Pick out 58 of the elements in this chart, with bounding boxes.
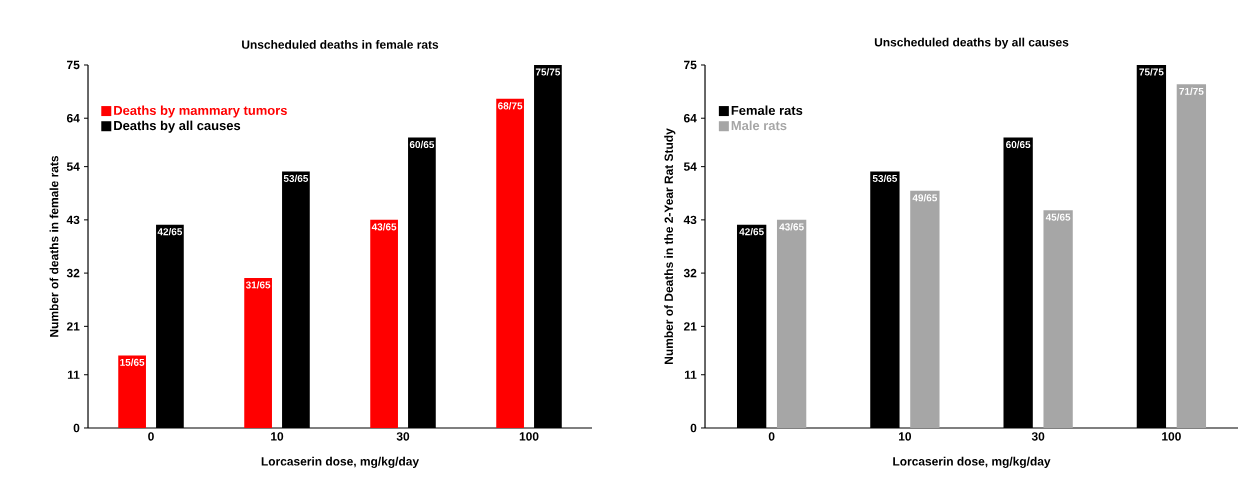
data-label: 60/65 xyxy=(1006,140,1031,149)
data-label: 43/65 xyxy=(779,223,804,231)
y-tick-label: 75 xyxy=(67,60,80,70)
y-tick-label: 32 xyxy=(66,268,80,278)
y-tick-label: 64 xyxy=(66,114,80,123)
data-label: 42/65 xyxy=(739,227,764,236)
y-tick-label: 75 xyxy=(684,60,697,70)
bar xyxy=(776,219,807,428)
data-label: 42/65 xyxy=(157,227,183,236)
bar xyxy=(244,277,272,428)
x-tick-label: 100 xyxy=(1162,432,1181,441)
y-tick-label: 43 xyxy=(66,215,80,225)
y-tick-label: 21 xyxy=(66,322,80,331)
chart-title: Unscheduled deaths by all causes xyxy=(874,37,1069,49)
x-tick-label: 0 xyxy=(148,432,154,441)
y-tick-label: 11 xyxy=(67,370,80,379)
y-axis-title: Number of Deaths in the 2-Year Rat Study xyxy=(664,128,676,364)
bar xyxy=(1176,84,1207,428)
bar xyxy=(1043,210,1073,428)
x-axis-title: Lorcaserin dose, mg/kg/day xyxy=(261,456,419,469)
data-label: 60/65 xyxy=(409,140,435,149)
legend-label: Deaths by all causes xyxy=(114,120,241,133)
data-label: 31/65 xyxy=(245,281,271,289)
x-tick-label: 10 xyxy=(898,432,912,441)
y-tick-label: 43 xyxy=(683,215,697,225)
y-tick-label: 0 xyxy=(690,423,697,433)
x-axis-title: Lorcaserin dose, mg/kg/day xyxy=(893,456,1051,469)
y-tick-label: 54 xyxy=(66,162,80,171)
legend-label: Female rats xyxy=(731,105,803,115)
x-tick-label: 100 xyxy=(519,432,539,441)
data-label: 75/75 xyxy=(535,68,561,76)
legend-label: Deaths by mammary tumors xyxy=(114,105,287,118)
y-tick-label: 64 xyxy=(683,114,697,123)
x-tick-label: 30 xyxy=(396,432,410,441)
y-tick-label: 21 xyxy=(683,322,697,331)
data-label: 75/75 xyxy=(1139,68,1164,76)
y-tick-label: 11 xyxy=(684,370,697,379)
bar xyxy=(118,355,146,428)
y-tick-label: 54 xyxy=(683,162,697,171)
y-tick-label: 32 xyxy=(683,268,697,278)
data-label: 53/65 xyxy=(872,174,898,183)
chart-title: Unscheduled deaths in female rats xyxy=(242,40,439,49)
bar xyxy=(910,190,940,428)
x-tick-label: 30 xyxy=(1031,432,1045,441)
bar xyxy=(496,98,524,428)
data-label: 49/65 xyxy=(912,194,938,202)
legend-label: Male rats xyxy=(731,120,787,131)
data-label: 45/65 xyxy=(1045,213,1071,221)
data-label: 53/65 xyxy=(283,174,309,183)
y-axis-title: Number of deaths in female rats xyxy=(49,155,59,337)
y-tick-label: 0 xyxy=(73,423,80,433)
bar xyxy=(370,219,398,428)
data-label: 43/65 xyxy=(371,223,397,231)
x-tick-label: 10 xyxy=(271,432,284,441)
x-tick-label: 0 xyxy=(768,432,775,441)
data-label: 71/75 xyxy=(1179,87,1204,95)
data-label: 68/75 xyxy=(498,102,523,110)
data-label: 15/65 xyxy=(120,358,145,367)
